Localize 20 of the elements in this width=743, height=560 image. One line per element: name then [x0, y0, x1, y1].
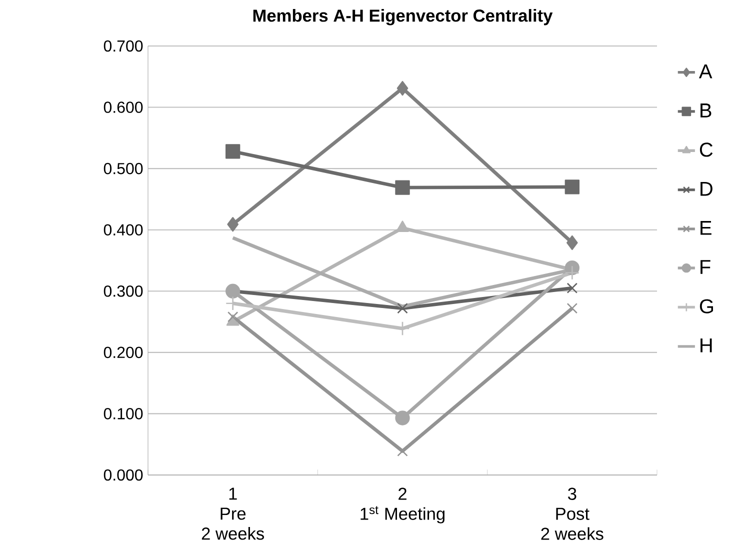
y-tick-label: 0.600 — [104, 102, 143, 113]
x-tick-label: 3 Post 2 weeks — [541, 488, 604, 540]
legend-label: G — [700, 299, 713, 314]
legend-label: A — [698, 64, 712, 78]
legend-label: H — [700, 338, 712, 352]
y-tick-label: 0.000 — [104, 469, 143, 481]
x-tick-label: 1 Pre 2 weeks — [202, 488, 264, 540]
legend-label: B — [700, 104, 712, 118]
y-tick-label: 0.300 — [104, 285, 143, 297]
y-tick-label: 0.400 — [104, 224, 143, 236]
legend-label: C — [700, 142, 713, 157]
y-tick-label: 0.100 — [104, 408, 143, 420]
y-tick-label: 0.200 — [104, 346, 143, 358]
chart-title: Members A-H Eigenvector Centrality — [253, 9, 553, 26]
legend-label: D — [700, 182, 712, 196]
category-label: 2 1$^{st}$ Meeting — [360, 488, 444, 524]
y-tick-label: 0.500 — [104, 162, 143, 174]
y-tick-label: 0.700 — [104, 40, 143, 52]
legend-label: F — [700, 260, 710, 274]
legend-label: E — [700, 221, 712, 235]
